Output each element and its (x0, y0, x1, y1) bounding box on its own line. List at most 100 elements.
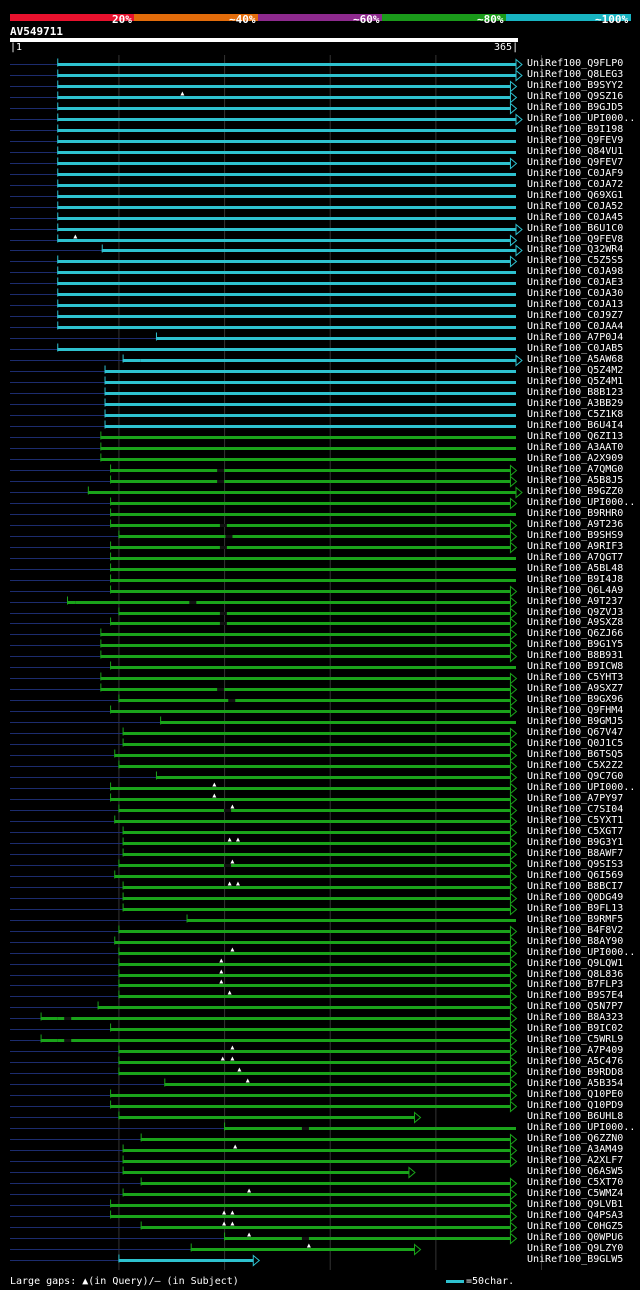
hit-link[interactable]: UniRef100_B8B931 (527, 650, 624, 661)
hit-link[interactable]: UniRef100_Q84VU1 (527, 146, 624, 157)
hit-link[interactable]: UniRef100_Q9FEV9 (527, 135, 624, 146)
hit-link[interactable]: UniRef100_B9SHS9 (527, 530, 624, 541)
hit-link[interactable]: UniRef100_Q0WPU6 (527, 1232, 624, 1243)
hit-link[interactable]: UniRef100_C0JA98 (527, 266, 624, 277)
hit-link[interactable]: UniRef100_Q8L836 (527, 969, 624, 980)
hit-link[interactable]: UniRef100_B9RHR0 (527, 508, 624, 519)
hit-link[interactable]: UniRef100_Q6ZZN0 (527, 1133, 624, 1144)
hit-link[interactable]: UniRef100_B9I4J8 (527, 574, 624, 585)
hit-link[interactable]: UniRef100_A5BL48 (527, 563, 624, 574)
hit-link[interactable]: UniRef100_C0JA72 (527, 179, 624, 190)
hit-link[interactable]: UniRef100_B9ICW8 (527, 661, 624, 672)
hit-link[interactable]: UniRef100_B8B123 (527, 387, 624, 398)
hit-link[interactable]: UniRef100_UPI000.. (527, 113, 636, 124)
hit-link[interactable]: UniRef100_A7P0J4 (527, 332, 624, 343)
hit-link[interactable]: UniRef100_Q9LZY0 (527, 1243, 624, 1254)
hit-link[interactable]: UniRef100_B6TSQ5 (527, 749, 624, 760)
hit-link[interactable]: UniRef100_B9S7E4 (527, 990, 624, 1001)
hit-link[interactable]: UniRef100_Q9FLP0 (527, 58, 624, 69)
hit-link[interactable]: UniRef100_UPI000.. (527, 782, 636, 793)
hit-link[interactable]: UniRef100_Q9C7G0 (527, 771, 624, 782)
hit-link[interactable]: UniRef100_Q6ASW5 (527, 1166, 624, 1177)
hit-link[interactable]: UniRef100_B8BCI7 (527, 881, 624, 892)
hit-link[interactable]: UniRef100_C5WRL9 (527, 1034, 624, 1045)
hit-link[interactable]: UniRef100_B9RMF5 (527, 914, 624, 925)
hit-link[interactable]: UniRef100_Q0DG49 (527, 892, 624, 903)
hit-link[interactable]: UniRef100_C5Z5S5 (527, 255, 624, 266)
hit-link[interactable]: UniRef100_A7P409 (527, 1045, 624, 1056)
hit-link[interactable]: UniRef100_Q8LEG3 (527, 69, 624, 80)
hit-link[interactable]: UniRef100_Q6ZJ66 (527, 628, 624, 639)
hit-link[interactable]: UniRef100_Q9ZVJ3 (527, 607, 624, 618)
hit-link[interactable]: UniRef100_Q6I569 (527, 870, 624, 881)
hit-link[interactable]: UniRef100_Q5N7P7 (527, 1001, 624, 1012)
hit-link[interactable]: UniRef100_A2X909 (527, 453, 624, 464)
hit-link[interactable]: UniRef100_A7QMG0 (527, 464, 624, 475)
hit-link[interactable]: UniRef100_C7SI04 (527, 804, 624, 815)
hit-link[interactable]: UniRef100_A2XLF7 (527, 1155, 624, 1166)
hit-link[interactable]: UniRef100_B9G3Y1 (527, 837, 624, 848)
hit-link[interactable]: UniRef100_A7PY97 (527, 793, 624, 804)
hit-link[interactable]: UniRef100_Q10PE0 (527, 1089, 624, 1100)
hit-link[interactable]: UniRef100_A9T236 (527, 519, 624, 530)
hit-link[interactable]: UniRef100_A5C476 (527, 1056, 624, 1067)
hit-link[interactable]: UniRef100_C5Z1K8 (527, 409, 624, 420)
hit-link[interactable]: UniRef100_Q6L4A9 (527, 585, 624, 596)
hit-link[interactable]: UniRef100_B6U4I4 (527, 420, 624, 431)
hit-link[interactable]: UniRef100_Q9FHM4 (527, 705, 624, 716)
hit-link[interactable]: UniRef100_C5YXT1 (527, 815, 624, 826)
hit-link[interactable]: UniRef100_Q9SIS3 (527, 859, 624, 870)
hit-link[interactable]: UniRef100_C0JA52 (527, 201, 624, 212)
hit-link[interactable]: UniRef100_A3BB29 (527, 398, 624, 409)
hit-link[interactable]: UniRef100_A5B354 (527, 1078, 624, 1089)
hit-link[interactable]: UniRef100_A5AW68 (527, 354, 624, 365)
hit-link[interactable]: UniRef100_B9FL13 (527, 903, 624, 914)
hit-link[interactable]: UniRef100_B9GLW5 (527, 1254, 624, 1265)
hit-link[interactable]: UniRef100_B8AWF7 (527, 848, 624, 859)
hit-link[interactable]: UniRef100_UPI000.. (527, 497, 636, 508)
hit-link[interactable]: UniRef100_C5XGT7 (527, 826, 624, 837)
hit-link[interactable]: UniRef100_A9SXZ7 (527, 683, 624, 694)
hit-link[interactable]: UniRef100_B9G1Y5 (527, 639, 624, 650)
hit-link[interactable]: UniRef100_C0JAE3 (527, 277, 624, 288)
hit-link[interactable]: UniRef100_Q6ZI13 (527, 431, 624, 442)
hit-link[interactable]: UniRef100_C5XT70 (527, 1177, 624, 1188)
hit-link[interactable]: UniRef100_C0JAB5 (527, 343, 624, 354)
hit-link[interactable]: UniRef100_Q9LVB1 (527, 1199, 624, 1210)
hit-link[interactable]: UniRef100_C0JAF9 (527, 168, 624, 179)
hit-link[interactable]: UniRef100_B9GX96 (527, 694, 624, 705)
hit-link[interactable]: UniRef100_A3AAT0 (527, 442, 624, 453)
hit-link[interactable]: UniRef100_C0J9Z7 (527, 310, 624, 321)
hit-link[interactable]: UniRef100_B9RDD8 (527, 1067, 624, 1078)
hit-link[interactable]: UniRef100_Q4PSA3 (527, 1210, 624, 1221)
hit-link[interactable]: UniRef100_C5YHT3 (527, 672, 624, 683)
hit-link[interactable]: UniRef100_Q9FEV8 (527, 234, 624, 245)
hit-link[interactable]: UniRef100_C5X2Z2 (527, 760, 624, 771)
hit-link[interactable]: UniRef100_A9T237 (527, 596, 624, 607)
hit-link[interactable]: UniRef100_B9GJD5 (527, 102, 624, 113)
hit-link[interactable]: UniRef100_Q5Z4M1 (527, 376, 624, 387)
hit-link[interactable]: UniRef100_B6U1C0 (527, 223, 624, 234)
hit-link[interactable]: UniRef100_A3AM49 (527, 1144, 624, 1155)
hit-link[interactable]: UniRef100_Q10PD9 (527, 1100, 624, 1111)
hit-link[interactable]: UniRef100_C0JA13 (527, 299, 624, 310)
hit-link[interactable]: UniRef100_C0JA30 (527, 288, 624, 299)
hit-link[interactable]: UniRef100_A7QGT7 (527, 552, 624, 563)
hit-link[interactable]: UniRef100_A5B8J5 (527, 475, 624, 486)
hit-link[interactable]: UniRef100_C5WMZ4 (527, 1188, 624, 1199)
hit-link[interactable]: UniRef100_C0JA45 (527, 212, 624, 223)
hit-link[interactable]: UniRef100_Q69XG1 (527, 190, 624, 201)
hit-link[interactable]: UniRef100_UPI000.. (527, 1122, 636, 1133)
hit-link[interactable]: UniRef100_B8AY90 (527, 936, 624, 947)
hit-link[interactable]: UniRef100_B8A323 (527, 1012, 624, 1023)
hit-link[interactable]: UniRef100_B4F8V2 (527, 925, 624, 936)
hit-link[interactable]: UniRef100_Q9FEV7 (527, 157, 624, 168)
hit-link[interactable]: UniRef100_A9SXZ8 (527, 617, 624, 628)
hit-link[interactable]: UniRef100_B9I198 (527, 124, 624, 135)
hit-link[interactable]: UniRef100_B6UHL8 (527, 1111, 624, 1122)
hit-link[interactable]: UniRef100_Q0J1C5 (527, 738, 624, 749)
hit-link[interactable]: UniRef100_Q9LQW1 (527, 958, 624, 969)
hit-link[interactable]: UniRef100_B9GZZ0 (527, 486, 624, 497)
hit-link[interactable]: UniRef100_B7FLP3 (527, 979, 624, 990)
hit-link[interactable]: UniRef100_B9GMJ5 (527, 716, 624, 727)
